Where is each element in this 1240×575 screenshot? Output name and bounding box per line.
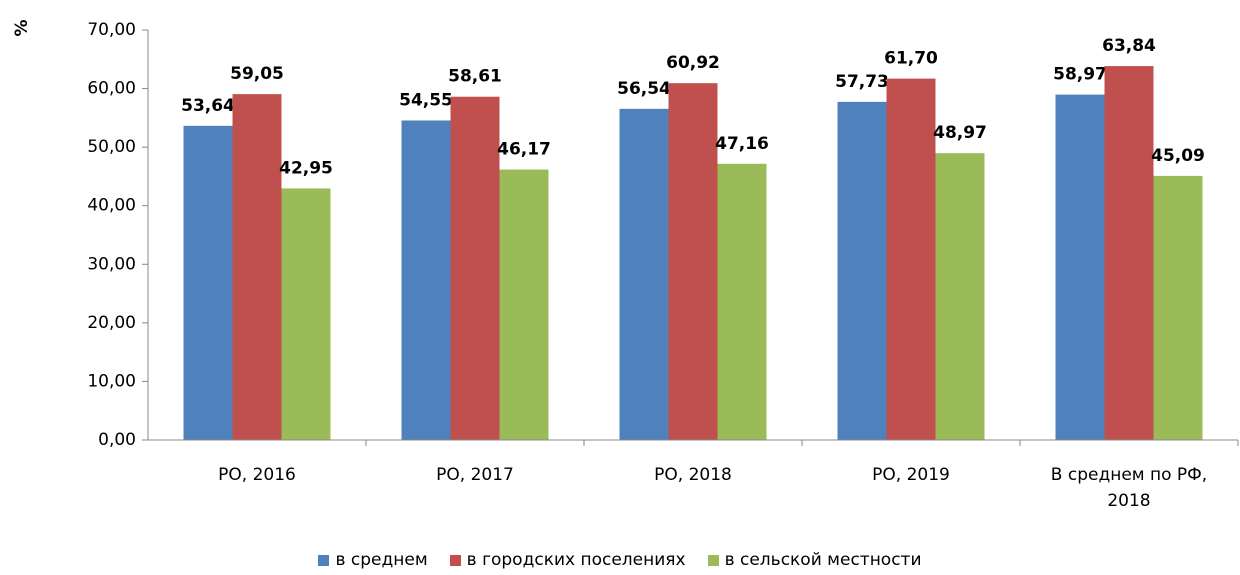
- bar: [1104, 66, 1154, 440]
- value-label: 47,16: [715, 134, 769, 154]
- y-tick-label: 20,00: [87, 313, 136, 333]
- legend-swatch: [318, 554, 330, 566]
- value-label: 45,09: [1151, 146, 1205, 166]
- bar: [619, 108, 669, 440]
- legend-label: в среднем: [335, 550, 428, 570]
- y-tick-label: 30,00: [87, 254, 136, 274]
- value-label: 53,64: [181, 96, 235, 116]
- value-label: 61,70: [884, 49, 938, 69]
- legend-swatch: [449, 554, 461, 566]
- value-label: 56,54: [617, 79, 671, 99]
- legend-item: в среднем: [318, 550, 428, 570]
- bar: [232, 94, 282, 440]
- value-label: 42,95: [279, 158, 333, 178]
- y-tick-label: 10,00: [87, 371, 136, 391]
- bar: [450, 96, 500, 440]
- x-tick-label: РО, 2016: [218, 465, 296, 485]
- value-label: 58,97: [1053, 65, 1107, 85]
- legend-label: в городских поселениях: [466, 550, 686, 570]
- y-tick-label: 40,00: [87, 196, 136, 216]
- value-label: 63,84: [1102, 36, 1156, 56]
- legend-item: в городских поселениях: [449, 550, 686, 570]
- bar: [499, 169, 549, 440]
- bar: [837, 101, 887, 441]
- bar: [668, 83, 718, 440]
- value-label: 60,92: [666, 53, 720, 73]
- value-label: 54,55: [399, 90, 453, 110]
- y-tick-label: 60,00: [87, 79, 136, 99]
- x-tick-label: В среднем по РФ, 2018: [1050, 465, 1208, 511]
- legend-label: в сельской местности: [724, 550, 922, 570]
- value-label: 46,17: [497, 140, 551, 160]
- value-label: 48,97: [933, 123, 987, 143]
- y-axis-label: %: [12, 19, 32, 36]
- bar: [1055, 94, 1105, 441]
- x-tick-label: РО, 2017: [436, 465, 514, 485]
- value-label: 57,73: [835, 72, 889, 92]
- legend-swatch: [707, 554, 719, 566]
- x-tick-label: РО, 2018: [654, 465, 732, 485]
- value-label: 58,61: [448, 67, 502, 87]
- y-tick-label: 50,00: [87, 137, 136, 157]
- bar: [717, 163, 767, 440]
- value-label: 59,05: [230, 64, 284, 84]
- legend-item: в сельской местности: [707, 550, 922, 570]
- x-tick-label: РО, 2019: [872, 465, 950, 485]
- bar: [1153, 175, 1203, 440]
- y-tick-label: 0,00: [98, 430, 136, 450]
- y-tick-label: 70,00: [87, 20, 136, 40]
- bar: [183, 125, 233, 440]
- bar: [281, 188, 331, 440]
- bar: [886, 78, 936, 440]
- bar: [401, 120, 451, 440]
- bar: [935, 153, 985, 440]
- legend: в среднем в городских поселениях в сельско…: [0, 550, 1240, 570]
